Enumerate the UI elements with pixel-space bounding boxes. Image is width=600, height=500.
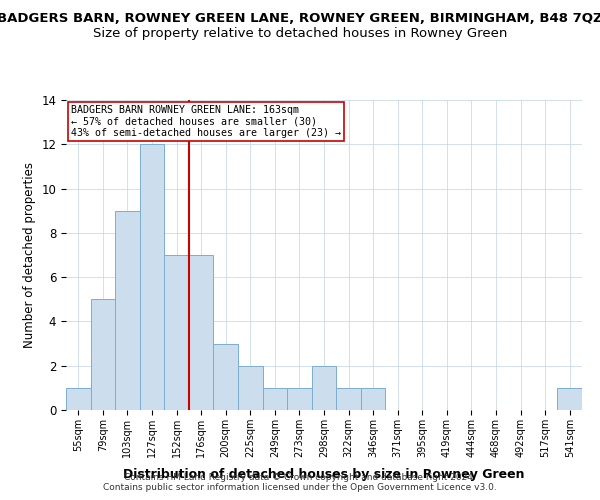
Text: Size of property relative to detached houses in Rowney Green: Size of property relative to detached ho… xyxy=(93,28,507,40)
X-axis label: Distribution of detached houses by size in Rowney Green: Distribution of detached houses by size … xyxy=(123,468,525,481)
Bar xyxy=(263,388,287,410)
Bar xyxy=(287,388,312,410)
Text: BADGERS BARN, ROWNEY GREEN LANE, ROWNEY GREEN, BIRMINGHAM, B48 7QZ: BADGERS BARN, ROWNEY GREEN LANE, ROWNEY … xyxy=(0,12,600,26)
Bar xyxy=(164,255,189,410)
Bar xyxy=(140,144,164,410)
Bar xyxy=(238,366,263,410)
Bar xyxy=(557,388,582,410)
Bar xyxy=(361,388,385,410)
Bar xyxy=(115,210,140,410)
Bar xyxy=(189,255,214,410)
Bar xyxy=(312,366,336,410)
Bar xyxy=(66,388,91,410)
Text: BADGERS BARN ROWNEY GREEN LANE: 163sqm
← 57% of detached houses are smaller (30): BADGERS BARN ROWNEY GREEN LANE: 163sqm ←… xyxy=(71,104,341,138)
Y-axis label: Number of detached properties: Number of detached properties xyxy=(23,162,36,348)
Bar xyxy=(91,300,115,410)
Bar xyxy=(214,344,238,410)
Bar xyxy=(336,388,361,410)
Text: Contains HM Land Registry data © Crown copyright and database right 2024.
Contai: Contains HM Land Registry data © Crown c… xyxy=(103,473,497,492)
